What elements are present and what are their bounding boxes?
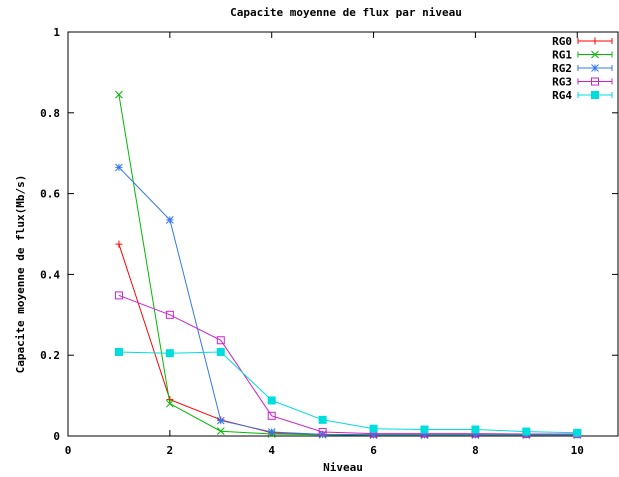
- point-marker: [267, 428, 276, 436]
- y-axis-label: Capacite moyenne de flux(Mb/s): [14, 175, 27, 374]
- point-marker: [114, 291, 123, 300]
- point-marker: [216, 347, 225, 356]
- point-marker: [115, 240, 123, 248]
- x-tick-label: 0: [65, 444, 72, 457]
- point-marker: [115, 90, 123, 99]
- point-marker: [318, 430, 327, 439]
- x-tick-label: 10: [571, 444, 584, 457]
- point-marker: [522, 427, 531, 436]
- legend-label: RG4: [552, 89, 572, 102]
- legend-label: RG0: [552, 35, 572, 48]
- point-marker: [165, 349, 174, 358]
- x-axis-label: Niveau: [323, 461, 363, 474]
- legend-label: RG3: [552, 76, 572, 89]
- legend-item: RG3: [552, 76, 613, 89]
- point-marker: [369, 424, 378, 433]
- point-marker: [165, 310, 174, 319]
- y-tick-label: 0: [53, 430, 60, 443]
- series-line: [118, 94, 578, 436]
- point-marker: [471, 425, 480, 434]
- point-marker: [420, 430, 429, 439]
- x-tick-labels: 0 2 4 6 8 10: [65, 444, 584, 457]
- point-marker: [591, 77, 599, 86]
- x-tick-label: 4: [268, 444, 275, 457]
- point-marker: [318, 427, 327, 436]
- point-marker: [216, 336, 225, 345]
- legend-item: RG1: [552, 49, 613, 62]
- point-marker: [573, 428, 582, 437]
- y-tick-label: 0.6: [40, 188, 60, 201]
- series-line: [118, 294, 578, 435]
- point-marker: [165, 399, 174, 408]
- series-rg2: [115, 163, 582, 439]
- x-tick-label: 6: [370, 444, 377, 457]
- point-marker: [216, 427, 225, 436]
- series-rg0: [115, 240, 581, 439]
- x-tick-label: 2: [167, 444, 174, 457]
- legend-item: RG0: [552, 35, 613, 48]
- point-marker: [165, 216, 174, 224]
- point-marker: [115, 163, 123, 172]
- series-line: [118, 351, 578, 434]
- y-tick-label: 0.8: [40, 107, 60, 120]
- y-tick-label: 0.2: [40, 349, 60, 362]
- plot-border: [67, 31, 619, 437]
- axis-ticks: [67, 31, 618, 437]
- point-marker: [318, 415, 327, 424]
- point-marker: [369, 430, 378, 439]
- y-tick-labels: 0 0.2 0.4 0.6 0.8 1: [40, 26, 60, 443]
- point-marker: [420, 425, 429, 434]
- point-marker: [591, 91, 599, 99]
- plot-frame: [67, 31, 619, 437]
- chart-title: Capacite moyenne de flux par niveau: [230, 6, 462, 19]
- series-rg4: [114, 347, 582, 437]
- legend-label: RG1: [552, 49, 572, 62]
- point-marker: [471, 430, 480, 439]
- series-group: [114, 90, 582, 440]
- series-rg1: [115, 90, 582, 440]
- series-line: [118, 243, 578, 436]
- series-line: [118, 166, 578, 436]
- point-marker: [267, 396, 276, 405]
- point-marker: [591, 37, 599, 45]
- series-rg3: [114, 291, 582, 438]
- point-marker: [267, 411, 276, 420]
- y-tick-label: 1: [53, 26, 60, 39]
- x-tick-label: 8: [472, 444, 479, 457]
- point-marker: [114, 347, 123, 356]
- point-marker: [591, 50, 599, 59]
- point-marker: [216, 416, 225, 425]
- y-tick-label: 0.4: [40, 268, 60, 281]
- legend-item: RG4: [552, 89, 613, 102]
- legend-item: RG2: [552, 62, 613, 75]
- legend-label: RG2: [552, 62, 572, 75]
- point-marker: [591, 64, 599, 72]
